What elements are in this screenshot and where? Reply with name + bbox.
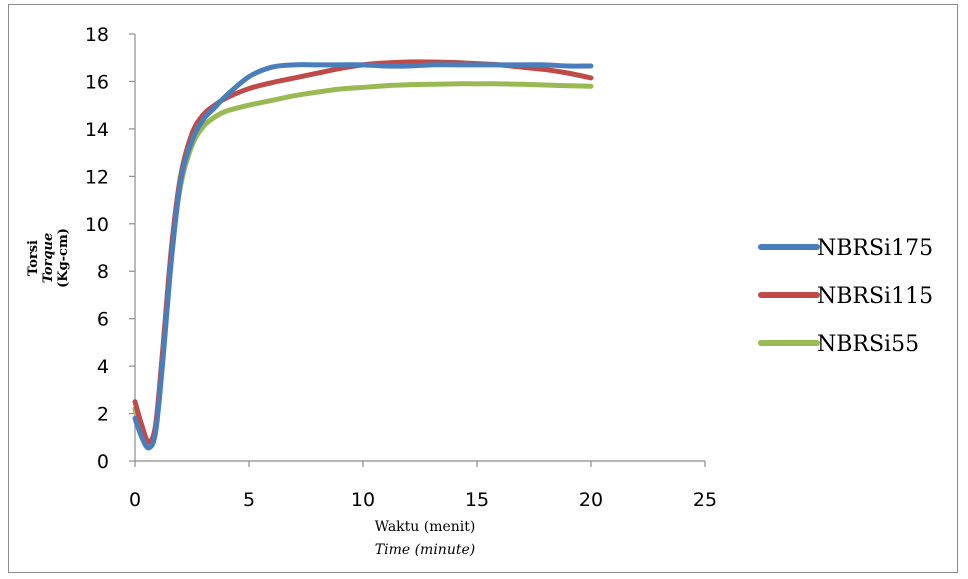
legend-label-nbrsi115: NBRSi115 (817, 284, 933, 309)
x-tick-label: 10 (351, 489, 375, 511)
y-axis-label-line-2: Torque (41, 233, 56, 284)
y-tick-label: 14 (85, 119, 109, 141)
y-tick-label: 8 (97, 261, 109, 283)
y-tick-label: 18 (85, 24, 109, 46)
x-tick-label: 0 (129, 489, 141, 511)
y-tick-label: 16 (85, 71, 109, 93)
x-axis-label: Waktu (menit) (375, 519, 476, 535)
y-tick-label: 2 (97, 404, 109, 426)
y-axis-label-line-3: (Kg-cm) (56, 228, 71, 288)
series-line-nbrsi175 (132, 62, 594, 451)
y-tick-label: 12 (85, 166, 109, 188)
y-tick-label: 6 (97, 309, 109, 331)
y-axis-label-line-1: Torsi (26, 240, 41, 276)
series-line-nbrsi55 (132, 81, 594, 447)
x-tick-label: 5 (243, 489, 255, 511)
x-tick-label: 15 (465, 489, 489, 511)
x-axis-label-secondary: Time (minute) (375, 542, 475, 558)
legend-label-nbrsi175: NBRSi175 (817, 236, 933, 261)
legend-label-nbrsi55: NBRSi55 (817, 332, 919, 357)
x-tick-label: 25 (693, 489, 717, 511)
y-tick-label: 4 (97, 356, 109, 378)
chart-axes: 0 2 4 6 8 10 12 14 16 18 0 5 10 15 20 25 (85, 24, 717, 511)
x-tick-label: 20 (579, 489, 603, 511)
chart-legend: NBRSi175 NBRSi115 NBRSi55 (758, 236, 933, 357)
y-tick-label: 0 (97, 451, 109, 473)
y-tick-label: 10 (85, 214, 109, 236)
y-axis-label: Torsi Torque (Kg-cm) (26, 228, 71, 288)
chart-series-layer (132, 59, 594, 451)
